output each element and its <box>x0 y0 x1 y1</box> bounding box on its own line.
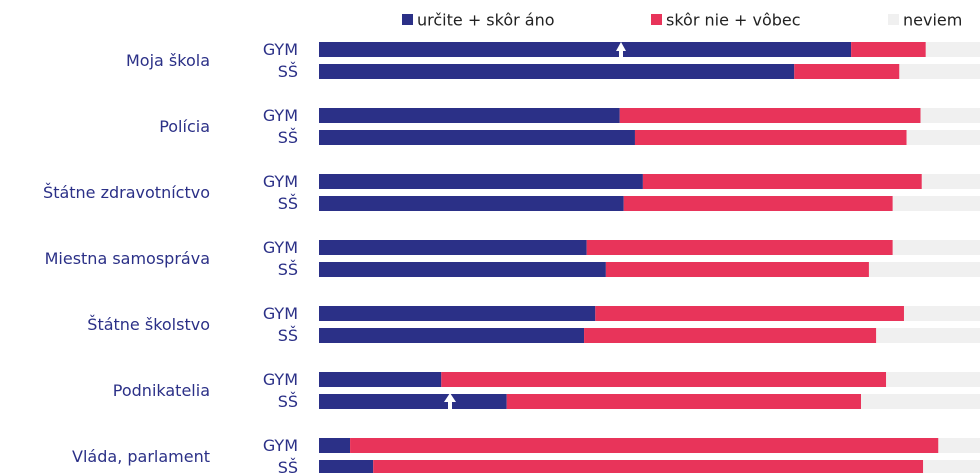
bar-segment <box>506 394 862 409</box>
bar-segment <box>861 394 980 409</box>
group-label: GYM <box>263 238 298 257</box>
bar-segment <box>642 174 922 189</box>
bar-segment <box>319 196 624 211</box>
bar-segment <box>319 130 635 145</box>
bar-segment <box>903 306 980 321</box>
legend-swatch <box>651 14 662 25</box>
legend-swatch <box>888 14 899 25</box>
bar-segment <box>851 42 926 57</box>
bar-segment <box>920 108 980 123</box>
group-label: SŠ <box>278 458 298 473</box>
bar-segment <box>350 438 939 453</box>
group-label: GYM <box>263 40 298 59</box>
category-label: Moja škola <box>126 51 210 70</box>
bar-segment <box>319 306 596 321</box>
bars: Moja škola GYM SŠ Polícia GYM SŠ Štátne zdravo… <box>43 40 980 473</box>
bar-segment <box>794 64 900 79</box>
bar-segment <box>319 460 374 473</box>
bar-segment <box>584 328 877 343</box>
bar-segment <box>373 460 924 473</box>
bar-segment <box>319 42 852 57</box>
category-label: Miestna samospráva <box>45 249 210 268</box>
bar-segment <box>623 196 893 211</box>
bar-segment <box>923 460 980 473</box>
group-label: GYM <box>263 304 298 323</box>
bar-segment <box>319 372 442 387</box>
bar-segment <box>586 240 893 255</box>
bar-segment <box>319 174 643 189</box>
bar-segment <box>319 394 507 409</box>
bar-segment <box>938 438 980 453</box>
bar-segment <box>921 174 980 189</box>
category-label: Podnikatelia <box>113 381 210 400</box>
bar-segment <box>319 64 795 79</box>
bar-segment <box>892 196 980 211</box>
bar-segment <box>319 328 585 343</box>
bar-segment <box>319 262 606 277</box>
group-label: SŠ <box>278 194 298 213</box>
group-label: SŠ <box>278 392 298 411</box>
bar-segment <box>876 328 980 343</box>
legend-label: určite + skôr áno <box>417 11 555 30</box>
bar-segment <box>899 64 980 79</box>
group-label: SŠ <box>278 260 298 279</box>
bar-segment <box>925 42 980 57</box>
legend-label: neviem <box>903 11 962 30</box>
bar-segment <box>619 108 921 123</box>
group-label: SŠ <box>278 62 298 81</box>
group-label: GYM <box>263 436 298 455</box>
category-label: Polícia <box>159 117 210 136</box>
category-label: Štátne zdravotníctvo <box>43 183 210 202</box>
legend: určite + skôr áno skôr nie + vôbec neviem <box>402 11 962 30</box>
group-label: GYM <box>263 172 298 191</box>
bar-segment <box>868 262 980 277</box>
bar-segment <box>906 130 980 145</box>
category-label: Vláda, parlament <box>72 447 210 466</box>
bar-segment <box>892 240 980 255</box>
bar-segment <box>886 372 980 387</box>
marker-arrow <box>444 393 456 409</box>
marker-arrow <box>616 42 626 57</box>
group-label: SŠ <box>278 128 298 147</box>
bar-segment <box>605 262 869 277</box>
bar-segment <box>319 240 587 255</box>
bar-segment <box>441 372 887 387</box>
bar-segment <box>634 130 907 145</box>
group-label: GYM <box>263 106 298 125</box>
legend-label: skôr nie + vôbec <box>666 11 801 30</box>
bar-segment <box>319 108 620 123</box>
group-label: SŠ <box>278 326 298 345</box>
legend-swatch <box>402 14 413 25</box>
bar-segment <box>319 438 351 453</box>
category-label: Štátne školstvo <box>87 315 210 334</box>
bar-segment <box>595 306 904 321</box>
group-label: GYM <box>263 370 298 389</box>
